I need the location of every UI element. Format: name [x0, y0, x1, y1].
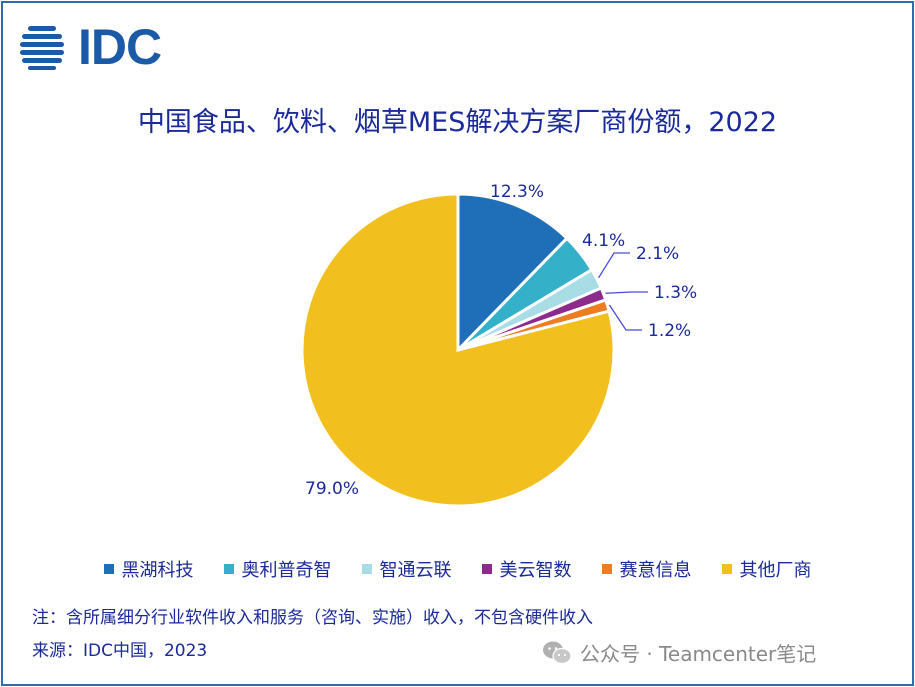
- watermark-text: 公众号 · Teamcenter笔记: [580, 642, 817, 666]
- leader-line-5: [608, 304, 642, 331]
- legend-swatch: [103, 564, 114, 574]
- legend-item-6: 其他厂商: [721, 556, 812, 582]
- legend-label: 黑湖科技: [121, 560, 194, 581]
- leader-line-3: [598, 252, 630, 279]
- data-label-3: 2.1%: [636, 244, 679, 264]
- legend-swatch: [361, 564, 372, 574]
- legend-label: 赛意信息: [619, 560, 692, 581]
- data-label-4: 1.3%: [654, 283, 697, 303]
- data-label-6: 79.0%: [305, 479, 359, 499]
- legend-swatch: [601, 564, 612, 574]
- legend-item-2: 奥利普奇智: [223, 556, 332, 582]
- leader-line-4: [605, 291, 648, 294]
- legend-label: 奥利普奇智: [241, 560, 332, 581]
- legend-item-3: 智通云联: [361, 556, 452, 582]
- chart-title: 中国食品、饮料、烟草MES解决方案厂商份额，2022: [137, 107, 778, 138]
- watermark: 公众号 · Teamcenter笔记: [542, 638, 816, 667]
- legend-swatch: [481, 564, 492, 574]
- legend-label: 其他厂商: [739, 560, 812, 581]
- legend: 黑湖科技 奥利普奇智 智通云联 美云智数 赛意信息 其他厂商: [0, 556, 915, 582]
- legend-swatch: [223, 564, 234, 574]
- logo-text: IDC: [78, 19, 162, 75]
- legend-item-1: 黑湖科技: [103, 556, 194, 582]
- pie-slice-6: [300, 192, 616, 508]
- source-text: 来源：IDC中国，2023: [32, 641, 208, 661]
- data-label-1: 12.3%: [490, 182, 544, 202]
- pie-slice-1: [456, 192, 570, 354]
- legend-item-4: 美云智数: [481, 556, 572, 582]
- legend-label: 美云智数: [499, 560, 572, 581]
- legend-swatch: [721, 564, 732, 574]
- idc-logo: IDC: [20, 19, 170, 75]
- globe-icon: [20, 26, 64, 70]
- wechat-icon: [543, 641, 572, 664]
- footnote: 注：含所属细分行业软件收入和服务（咨询、实施）收入，不包含硬件收入: [32, 608, 593, 628]
- data-label-2: 4.1%: [582, 231, 625, 251]
- legend-item-5: 赛意信息: [601, 556, 692, 582]
- data-label-5: 1.2%: [648, 321, 691, 341]
- legend-label: 智通云联: [379, 560, 452, 581]
